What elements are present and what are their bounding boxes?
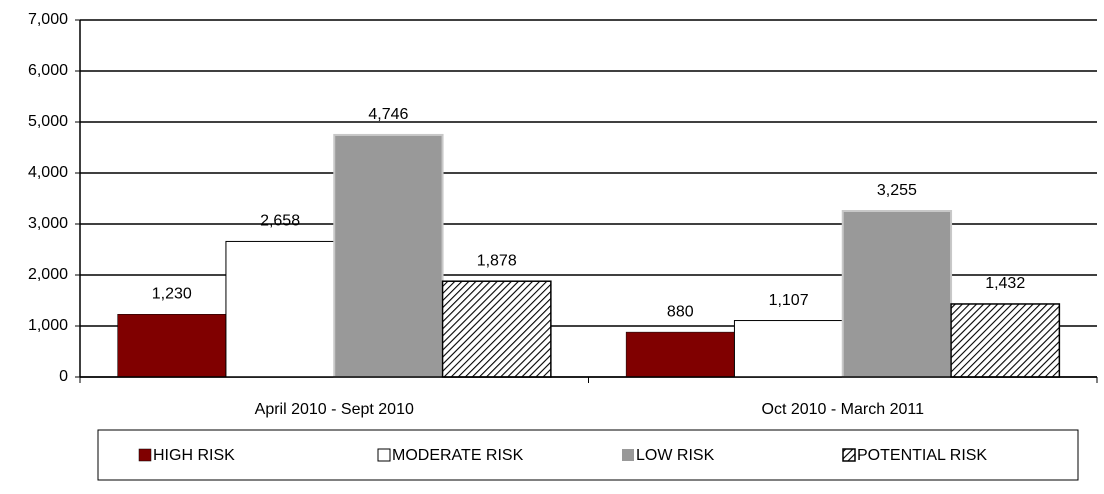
bar [441, 280, 552, 378]
axes: 0 1,000 2,000 3,000 4,000 5,000 6,000 7,000 Apri… [28, 11, 1098, 418]
legend-label: HIGH RISK [153, 447, 235, 464]
legend-box [97, 429, 1079, 481]
data-label: 1,878 [477, 252, 517, 269]
y-tick-label: 0 [59, 368, 68, 385]
bar [841, 209, 953, 378]
bar [225, 240, 335, 378]
data-label: 3,255 [877, 182, 917, 199]
x-tick-label: Oct 2010 - March 2011 [762, 401, 925, 418]
data-label: 1,230 [152, 285, 192, 302]
legend-swatch [842, 448, 856, 462]
legend-swatch [138, 448, 152, 462]
x-tick-label: April 2010 - Sept 2010 [255, 401, 414, 418]
bars: 1,230 2,658 4,746 1,878 880 1,107 3,255 1,432 [117, 106, 1061, 378]
bar [950, 303, 1061, 378]
bar [333, 133, 444, 378]
data-label: 4,746 [368, 106, 408, 123]
legend: HIGH RISK MODERATE RISK LOW RISK POTENTIAL … [138, 447, 987, 464]
data-label: 1,107 [769, 292, 809, 309]
data-label: 1,432 [985, 275, 1025, 292]
legend-label: MODERATE RISK [392, 447, 524, 464]
legend-swatch [622, 449, 634, 461]
data-label: 880 [667, 303, 694, 320]
bar [117, 314, 227, 378]
y-tick-label: 4,000 [28, 164, 68, 181]
bar [733, 320, 844, 378]
y-tick-label: 2,000 [28, 266, 68, 283]
legend-label: POTENTIAL RISK [857, 447, 987, 464]
y-tick-label: 6,000 [28, 62, 68, 79]
legend-label: LOW RISK [636, 447, 715, 464]
y-tick-label: 1,000 [28, 317, 68, 334]
legend-swatch [377, 448, 391, 462]
y-tick-label: 3,000 [28, 215, 68, 232]
bar [625, 331, 735, 378]
data-label: 2,658 [260, 213, 300, 230]
y-tick-label: 5,000 [28, 113, 68, 130]
y-tick-label: 7,000 [28, 11, 68, 28]
